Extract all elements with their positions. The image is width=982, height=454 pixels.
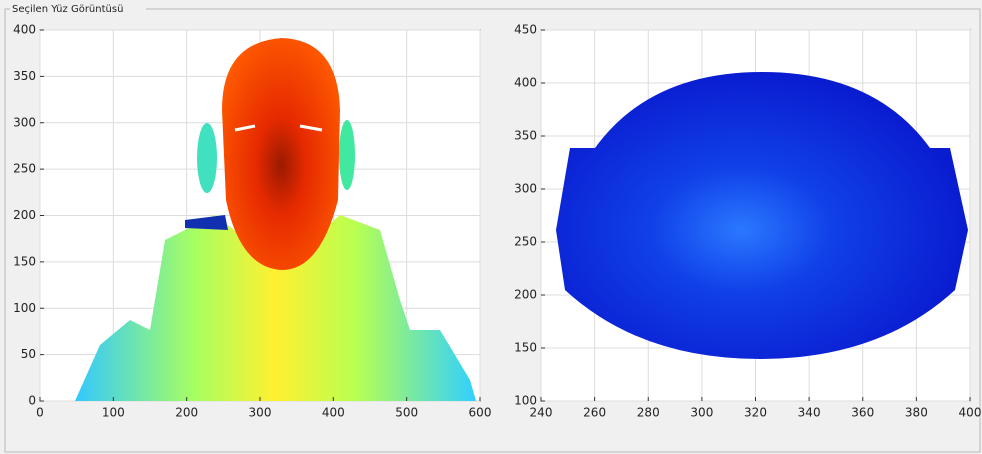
x-tick-label: 340 bbox=[798, 406, 821, 420]
x-tick-label: 600 bbox=[469, 406, 492, 420]
x-tick-label: 380 bbox=[905, 406, 928, 420]
y-tick-label: 250 bbox=[514, 235, 537, 249]
x-tick-label: 360 bbox=[851, 406, 874, 420]
y-tick-label: 150 bbox=[514, 341, 537, 355]
y-tick-label: 150 bbox=[13, 254, 36, 268]
y-tick-label: 450 bbox=[514, 23, 537, 37]
y-tick-label: 400 bbox=[514, 76, 537, 90]
x-tick-label: 300 bbox=[690, 406, 713, 420]
y-tick-label: 200 bbox=[514, 288, 537, 302]
y-tick-label: 350 bbox=[514, 129, 537, 143]
y-tick-label: 350 bbox=[13, 69, 36, 83]
y-tick-label: 400 bbox=[13, 23, 36, 37]
x-tick-label: 280 bbox=[637, 406, 660, 420]
x-tick-label: 400 bbox=[959, 406, 982, 420]
x-tick-label: 0 bbox=[36, 406, 44, 420]
y-tick-label: 300 bbox=[13, 115, 36, 129]
x-tick-label: 100 bbox=[102, 406, 125, 420]
x-tick-label: 400 bbox=[322, 406, 345, 420]
y-tick-label: 200 bbox=[13, 208, 36, 222]
panel-title: Seçilen Yüz Görüntüsü bbox=[12, 4, 123, 15]
x-tick-label: 320 bbox=[744, 406, 767, 420]
y-tick-label: 0 bbox=[28, 394, 36, 408]
y-tick-label: 250 bbox=[13, 162, 36, 176]
x-tick-label: 500 bbox=[395, 406, 418, 420]
x-tick-label: 260 bbox=[583, 406, 606, 420]
window: Seçilen Yüz Görüntüsü 010020030040050060… bbox=[0, 0, 982, 454]
page: Seçilen Yüz Görüntüsü 010020030040050060… bbox=[0, 0, 982, 454]
y-tick-label: 300 bbox=[514, 182, 537, 196]
x-tick-label: 240 bbox=[530, 406, 553, 420]
y-tick-label: 100 bbox=[514, 394, 537, 408]
x-tick-label: 200 bbox=[175, 406, 198, 420]
y-tick-label: 50 bbox=[21, 347, 36, 361]
y-tick-label: 100 bbox=[13, 301, 36, 315]
x-tick-label: 300 bbox=[249, 406, 272, 420]
